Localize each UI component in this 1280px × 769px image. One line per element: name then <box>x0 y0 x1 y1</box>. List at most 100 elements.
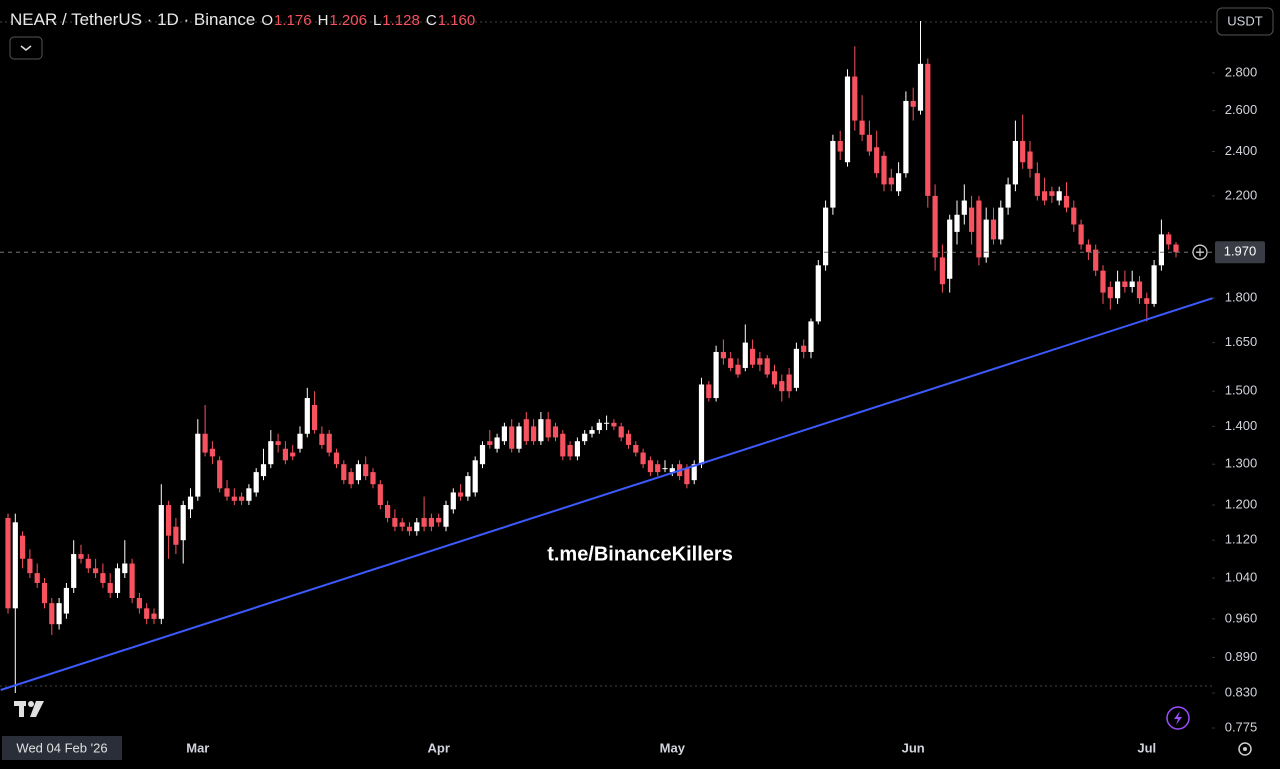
candle-body <box>720 351 726 359</box>
candle-body <box>998 207 1004 240</box>
candle-body <box>1063 195 1070 208</box>
candle-body <box>158 505 164 619</box>
candle-body <box>282 448 288 461</box>
candle-body <box>348 472 354 485</box>
y-tick-label: 1.650 <box>1225 334 1258 349</box>
candle-body <box>355 464 361 481</box>
candle-body <box>903 100 909 174</box>
y-tick-label: 1.500 <box>1225 383 1258 398</box>
candle-body <box>363 464 369 477</box>
candle-body <box>479 444 486 465</box>
candle-body <box>961 200 967 215</box>
candle-body <box>728 358 734 368</box>
candle-body <box>888 177 894 185</box>
candle-body <box>866 134 872 152</box>
currency-button[interactable] <box>1216 7 1274 36</box>
candle-body <box>954 214 960 232</box>
candle-body <box>932 195 938 258</box>
candle-body <box>640 452 646 465</box>
y-tick-label: 1.120 <box>1225 532 1258 547</box>
candle-body <box>757 358 763 365</box>
candle-body <box>436 517 442 523</box>
candle-body <box>655 464 661 473</box>
candle-body <box>567 444 573 457</box>
candle-body <box>662 468 668 470</box>
candle-body <box>859 120 865 135</box>
candle-body <box>217 460 223 489</box>
candle-body <box>947 219 953 279</box>
candle-body <box>669 468 675 473</box>
y-tick-label: 2.200 <box>1225 187 1258 202</box>
candle-body <box>815 265 821 322</box>
candle-body <box>377 484 383 506</box>
candle-body <box>574 441 580 457</box>
candle-body <box>49 603 55 625</box>
candle-body <box>239 496 245 501</box>
watermark: t.me/BinanceKillers <box>547 543 733 565</box>
candle-body <box>808 321 814 352</box>
candle-body <box>1122 281 1128 288</box>
add-alert-button[interactable] <box>1192 244 1208 260</box>
candle-body <box>385 505 391 518</box>
candle-body <box>63 587 69 614</box>
candle-body <box>399 522 405 527</box>
y-tick-label: 1.300 <box>1225 456 1258 471</box>
y-tick-label: 1.040 <box>1225 569 1258 584</box>
candle-body <box>1071 207 1077 225</box>
candle-body <box>896 173 902 192</box>
candle-body <box>976 200 982 258</box>
candle-body <box>144 608 150 619</box>
y-tick-label: 1.400 <box>1225 418 1258 433</box>
candle-body <box>830 140 836 208</box>
candle-body <box>246 488 252 501</box>
candle-body <box>969 207 975 232</box>
candle-body <box>939 257 945 285</box>
candle-body <box>85 558 91 569</box>
currency-label: USDT <box>1227 13 1262 28</box>
candle-body <box>93 568 99 574</box>
candle-body <box>545 419 551 438</box>
candle-body <box>1144 298 1150 304</box>
candle-body <box>107 582 113 593</box>
candle-body <box>735 364 741 375</box>
ohlc-key: C <box>425 12 437 29</box>
candle-body <box>589 430 595 434</box>
settings-button[interactable] <box>1238 742 1252 756</box>
candle-body <box>531 426 537 442</box>
candle-body <box>472 460 478 493</box>
candle-body <box>1049 191 1055 196</box>
candle-body <box>633 444 639 453</box>
candle-body <box>552 426 559 438</box>
candle-body <box>983 219 989 258</box>
plus-sign <box>1196 248 1204 257</box>
candle-body <box>1034 173 1040 196</box>
candle-body <box>706 384 712 399</box>
collapse-button[interactable] <box>9 36 43 60</box>
candle-body <box>465 476 471 497</box>
candle-body <box>1129 281 1135 288</box>
candle-body <box>786 374 792 392</box>
candle-body <box>582 433 588 442</box>
candle-body <box>713 351 719 399</box>
trendline <box>0 297 1213 691</box>
ohlc-value: 1.160 <box>437 12 476 29</box>
candle-body <box>1005 184 1011 208</box>
candle-body <box>209 448 215 457</box>
candle-body <box>224 488 230 497</box>
candle-body <box>793 348 799 388</box>
candle-body <box>231 496 237 501</box>
y-tick-label: 2.400 <box>1225 143 1258 158</box>
candle-body <box>1020 140 1026 163</box>
y-tick-label: 2.800 <box>1225 64 1258 79</box>
y-tick-label: 1.800 <box>1225 290 1258 305</box>
candle-body <box>41 582 48 604</box>
candle-body <box>56 603 62 625</box>
lightning-button[interactable] <box>1166 706 1190 730</box>
candle-body <box>275 441 281 445</box>
y-tick-label: 0.960 <box>1225 610 1258 625</box>
candle-body <box>195 433 201 497</box>
ohlc-key: L <box>372 12 382 29</box>
candle-body <box>925 63 931 196</box>
